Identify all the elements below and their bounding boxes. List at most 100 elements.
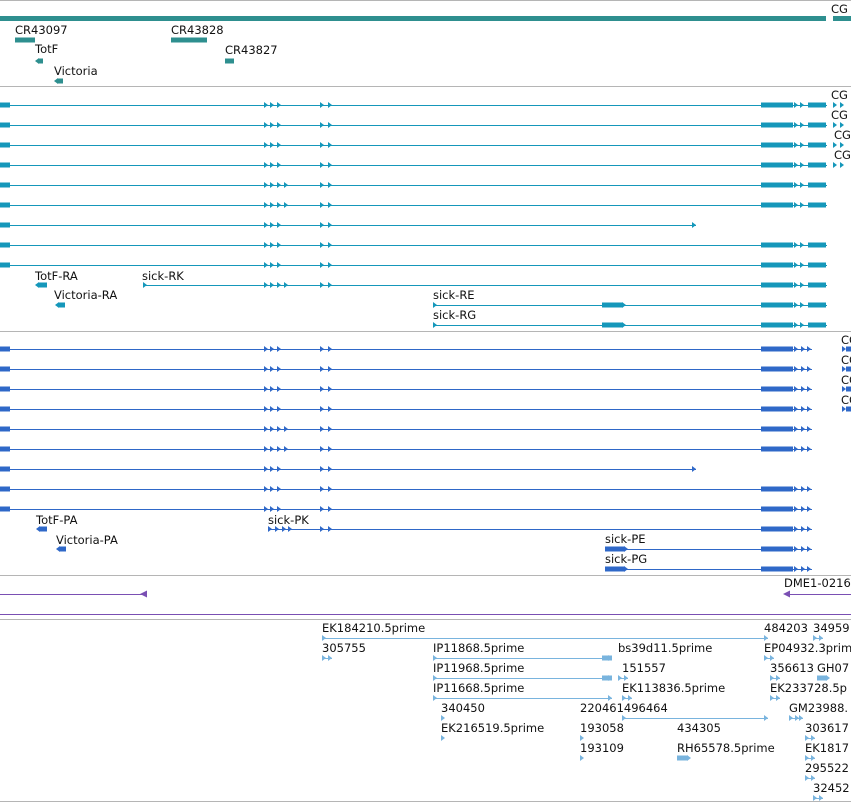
repeat-feature[interactable] [783, 590, 851, 598]
est-feature[interactable] [322, 655, 332, 661]
protein-row[interactable] [0, 446, 812, 452]
protein-row[interactable] [0, 506, 812, 512]
est-feature[interactable] [813, 635, 823, 641]
strand-arrow [320, 102, 324, 108]
strand-arrow [322, 655, 326, 661]
strand-arrow [270, 182, 274, 188]
protein-row[interactable] [36, 526, 812, 552]
est-feature[interactable] [805, 775, 815, 781]
gene-feature[interactable] [0, 16, 826, 21]
est-feature[interactable] [813, 795, 823, 801]
strand-arrow [764, 635, 768, 641]
strand-arrow [805, 735, 809, 741]
transcript-row[interactable] [0, 262, 827, 268]
est-feature[interactable] [805, 735, 815, 741]
gene-feature[interactable] [15, 37, 35, 43]
transcript-row[interactable] [35, 282, 827, 308]
exon-block [605, 566, 624, 572]
strand-arrow [622, 715, 626, 721]
protein-row[interactable] [0, 366, 851, 372]
exon-block [761, 446, 793, 452]
protein-row[interactable] [0, 466, 696, 472]
transcript-row[interactable] [0, 202, 827, 208]
strand-arrow [328, 182, 332, 188]
protein-row[interactable] [0, 426, 812, 432]
protein-row[interactable] [605, 566, 812, 572]
est-feature[interactable] [805, 755, 815, 761]
est-feature[interactable] [770, 675, 780, 681]
exon-block [0, 486, 10, 492]
est-feature[interactable] [770, 695, 780, 701]
est-feature[interactable] [622, 715, 768, 721]
protein-row[interactable] [0, 386, 851, 392]
est-feature[interactable] [441, 715, 445, 721]
strand-arrow [800, 302, 804, 308]
exon-block [0, 142, 10, 148]
strand-arrow [36, 526, 40, 532]
exon-block [808, 182, 826, 188]
strand-arrow [794, 386, 798, 392]
est-feature[interactable] [322, 635, 768, 641]
est-label: IP11868.5prime [433, 641, 524, 655]
protein-row[interactable] [0, 406, 851, 412]
exon-block [761, 102, 793, 108]
est-feature[interactable] [817, 675, 830, 681]
exon-block [761, 346, 793, 352]
strand-arrow [833, 162, 837, 168]
strand-arrow [270, 242, 274, 248]
est-feature[interactable] [441, 735, 445, 741]
strand-arrow [794, 262, 798, 268]
est-feature[interactable] [580, 735, 584, 741]
est-feature[interactable] [618, 675, 628, 681]
transcript-row[interactable] [0, 162, 844, 168]
transcript-row[interactable] [0, 222, 696, 228]
est-feature[interactable] [622, 695, 632, 701]
gene-feature[interactable] [833, 16, 851, 21]
est-feature[interactable] [433, 695, 612, 701]
protein-row[interactable] [0, 346, 851, 352]
strand-arrow [842, 406, 846, 412]
strand-arrow [328, 406, 332, 412]
strand-arrow [322, 635, 326, 641]
strand-arrow [270, 426, 274, 432]
strand-arrow [328, 262, 332, 268]
gene-feature[interactable] [171, 37, 207, 43]
transcript-row[interactable] [0, 102, 844, 108]
transcript-row[interactable] [0, 182, 827, 188]
transcript-row[interactable] [0, 142, 844, 148]
strand-arrow [692, 466, 696, 472]
transcript-row[interactable] [433, 322, 827, 328]
strand-arrow [811, 735, 815, 741]
exon-block [605, 546, 624, 552]
strand-arrow [622, 695, 626, 701]
protein-row[interactable] [0, 486, 812, 492]
exon-block [761, 202, 793, 208]
est-feature[interactable] [580, 755, 584, 761]
est-feature[interactable] [677, 755, 691, 761]
transcript-row[interactable] [433, 302, 827, 308]
strand-arrow [764, 715, 768, 721]
protein-label: Victoria-PA [56, 533, 118, 547]
strand-arrow [328, 366, 332, 372]
gene-feature[interactable] [35, 58, 43, 64]
strand-arrow [284, 202, 288, 208]
protein-row[interactable] [605, 546, 812, 552]
gene-feature[interactable] [54, 78, 63, 84]
exon-block [761, 566, 793, 572]
strand-arrow [433, 322, 437, 328]
strand-arrow [801, 346, 805, 352]
strand-arrow [800, 242, 804, 248]
strand-arrow [794, 302, 798, 308]
strand-arrow [277, 506, 281, 512]
gene-feature[interactable] [225, 58, 234, 64]
strand-arrow [794, 122, 798, 128]
exon-block [761, 122, 793, 128]
est-feature[interactable] [764, 655, 774, 661]
transcript-row[interactable] [0, 122, 844, 128]
repeat-label: DME1-0216 [784, 576, 851, 590]
repeat-feature[interactable] [0, 590, 147, 598]
strand-arrow [328, 655, 332, 661]
transcript-row[interactable] [0, 242, 827, 248]
